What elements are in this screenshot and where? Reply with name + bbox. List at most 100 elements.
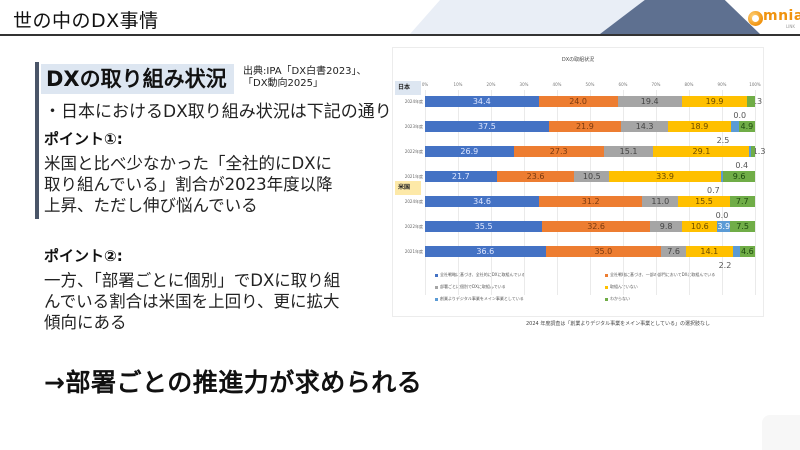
- bar-segment: 10.6: [682, 221, 718, 232]
- page-curl-decoration: [762, 415, 800, 450]
- bar-segment: 19.4: [617, 96, 682, 107]
- gridline: [491, 90, 492, 295]
- bar-segment: 7.6: [661, 246, 687, 257]
- x-axis-tick: 20%: [486, 82, 496, 87]
- legend-item: 取組んでいない: [605, 284, 638, 290]
- bar-segment: 7.5: [730, 221, 755, 232]
- bar-segment: 15.5: [678, 196, 730, 207]
- legend-label: わからない: [610, 296, 630, 301]
- bar-row: 36.6 35.0 7.6 14.1 4.6: [425, 246, 755, 257]
- y-axis-label: 2022年度: [404, 149, 423, 154]
- bar-segment: 23.6: [496, 171, 575, 182]
- legend-label: 創業よりデジタル事業をメイン事業としている: [440, 296, 524, 301]
- legend-swatch-icon: [605, 273, 608, 277]
- bar-segment: 3.9: [717, 221, 731, 232]
- y-axis-label: 2024年度: [404, 99, 423, 104]
- bar-segment: [732, 246, 740, 257]
- y-axis-label: 2021年度: [404, 174, 423, 179]
- data-label-callout: 0.0: [733, 111, 747, 120]
- bar-segment: 33.9: [609, 171, 721, 182]
- bar-segment: 32.6: [542, 221, 650, 232]
- bar-row: 34.6 31.2 11.0 15.5 7.7: [425, 196, 755, 207]
- bar-segment: [730, 121, 739, 132]
- bar-segment: 19.9: [681, 96, 748, 107]
- point-2-title: ポイント②:: [44, 247, 123, 265]
- bar-segment: 27.3: [513, 146, 604, 157]
- gridline: [458, 90, 459, 295]
- gridline: [590, 90, 591, 295]
- bar-segment: 24.0: [538, 96, 618, 107]
- legend-item: 部署ごとに個別でDXに取組んでいる: [435, 284, 506, 290]
- x-axis-tick: 50%: [585, 82, 595, 87]
- bar-segment: 11.0: [642, 196, 679, 207]
- bar-segment: 4.9: [738, 121, 755, 132]
- gridline: [689, 90, 690, 295]
- bar-segment: [750, 146, 755, 157]
- bar-segment: 9.6: [723, 171, 755, 182]
- bar-row: 21.7 23.6 10.5 33.9 9.6: [425, 171, 755, 182]
- country-group-label: 日本: [395, 81, 421, 95]
- bar-row: 26.9 27.3 15.1 29.1: [425, 146, 755, 157]
- gridline: [524, 90, 525, 295]
- logo-text: mnia: [763, 8, 800, 24]
- bar-row: 34.4 24.0 19.4 19.9: [425, 96, 755, 107]
- bar-segment: 10.5: [574, 171, 610, 182]
- bar-segment: 7.7: [729, 196, 755, 207]
- bar-segment: [749, 146, 751, 157]
- data-label-callout: 2.2: [718, 261, 732, 270]
- country-group-label: 米国: [395, 181, 421, 195]
- bar-segment: 34.6: [425, 196, 540, 207]
- conclusion-text: →部署ごとの推進力が求められる: [44, 368, 423, 397]
- legend-label: 全社戦略に基づき、一部の部門においてDXに取組んでいる: [610, 272, 716, 277]
- x-axis-tick: 70%: [651, 82, 661, 87]
- bar-row: 37.5 21.9 14.3 18.9 4.9: [425, 121, 755, 132]
- chart-title: DXの取組状況: [561, 57, 595, 63]
- bar-segment: 34.4: [425, 96, 539, 107]
- legend-swatch-icon: [435, 273, 438, 277]
- data-label-callout: 0.4: [735, 161, 749, 170]
- bar-segment: 21.7: [425, 171, 497, 182]
- bar-segment: 29.1: [653, 146, 750, 157]
- bar-segment: [747, 96, 755, 107]
- gridline: [722, 90, 723, 295]
- legend-swatch-icon: [605, 297, 608, 301]
- source-line-2: 「DX動向2025」: [243, 78, 323, 89]
- gridline: [425, 90, 426, 295]
- y-axis-label: 2024年度: [404, 199, 423, 204]
- x-axis-tick: 80%: [684, 82, 694, 87]
- data-label-callout: 2.3: [749, 97, 763, 106]
- gridline: [623, 90, 624, 295]
- y-axis-label: 2021年度: [404, 249, 423, 254]
- bar-segment: 18.9: [668, 121, 731, 132]
- bar-segment: [720, 171, 724, 182]
- x-axis-tick: 10%: [453, 82, 463, 87]
- company-logo: mnia LINK: [748, 7, 800, 31]
- chart-footnote: 2024 年度調査は「創業よりデジタル事業をメイン事業としている」の選択肢なし: [526, 321, 710, 327]
- bar-row: 35.5 32.6 9.8 10.6 3.9 7.5: [425, 221, 755, 232]
- page-title: 世の中のDX事情: [13, 10, 159, 32]
- gridline: [557, 90, 558, 295]
- point-1-body: 米国と比べ少なかった「全社的にDXに 取り組んでいる」割合が2023年度以降 上…: [44, 154, 333, 215]
- bar-segment: 15.1: [603, 146, 654, 157]
- point-2-body: 一方、「部署ごとに個別」でDXに取り組 んでいる割合は米国を上回り、更に拡大 傾…: [44, 271, 341, 332]
- x-axis-tick: 60%: [618, 82, 628, 87]
- data-label-callout: 0.7: [707, 186, 720, 195]
- accent-bar: [35, 62, 39, 219]
- legend-item: 全社戦略に基づき、一部の部門においてDXに取組んでいる: [605, 272, 715, 278]
- bar-segment: 21.9: [548, 121, 622, 132]
- bar-segment: 4.6: [739, 246, 755, 257]
- bar-segment: 37.5: [425, 121, 549, 132]
- bar-segment: 9.8: [649, 221, 683, 232]
- gridline: [656, 90, 657, 295]
- x-axis-tick: 0%: [421, 82, 429, 87]
- legend-label: 部署ごとに個別でDXに取組んでいる: [440, 284, 506, 289]
- bar-segment: 26.9: [425, 146, 514, 157]
- logo-o-icon: [748, 11, 763, 26]
- header-divider: [0, 34, 800, 36]
- legend-item: 全社戦略に基づき、全社的にDXに取組んでいる: [435, 272, 525, 278]
- y-axis-label: 2023年度: [404, 124, 423, 129]
- point-1-title: ポイント①:: [44, 130, 123, 148]
- x-axis-tick: 40%: [552, 82, 562, 87]
- bar-segment: 35.0: [545, 246, 662, 257]
- x-axis-tick: 30%: [519, 82, 529, 87]
